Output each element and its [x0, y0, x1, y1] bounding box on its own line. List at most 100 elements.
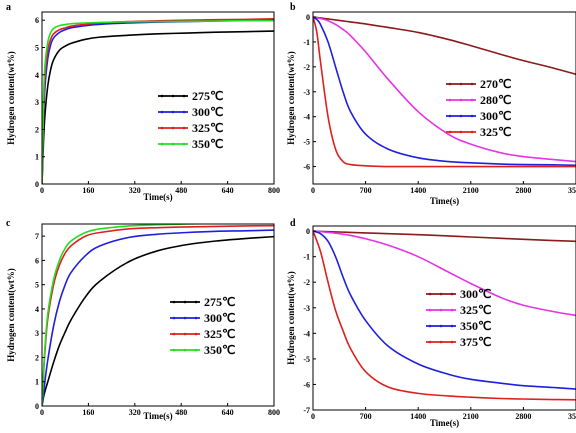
series-line-b-3	[313, 16, 576, 168]
x-axis-label-c: Time(s)	[143, 411, 172, 421]
panel-letter-b: b	[290, 2, 296, 13]
y-tick-label-c-4: 4	[35, 305, 39, 314]
plot-frame-d	[312, 225, 576, 411]
x-tick-label-b-0: 0	[311, 186, 315, 195]
legend-marker-a-0-1	[171, 94, 175, 98]
legend-marker-b-3-2	[470, 130, 474, 134]
x-tick-label-a-3: 480	[175, 186, 187, 195]
legend-label-a-2: 325℃	[192, 121, 223, 135]
legend-label-c-3: 350℃	[204, 343, 235, 357]
legend-marker-d-3-2	[450, 340, 454, 344]
y-tick-label-a-4: 4	[35, 71, 39, 80]
series-line-c-3	[42, 224, 251, 406]
legend-label-d-3: 375℃	[460, 335, 491, 349]
legend-label-b-0: 270℃	[480, 77, 511, 91]
x-tick-label-b-1: 700	[360, 186, 372, 195]
legend-marker-a-0-2	[182, 94, 186, 98]
x-tick-label-a-1: 160	[82, 186, 94, 195]
legend-label-d-1: 325℃	[460, 303, 491, 317]
legend-label-d-0: 300℃	[460, 287, 491, 301]
panel-d: 0 700 1400 2100 2800 3500 0 -1 -2 -3 -4 -5 -6 -7 Time(…	[286, 218, 576, 428]
legend-marker-a-3-1	[171, 142, 175, 146]
y-axis-label-d: Hydrogen content(wt%)	[286, 271, 296, 365]
y-tick-label-d-0: 0	[306, 227, 310, 236]
legend-marker-a-2-2	[182, 126, 186, 130]
legend-label-d-2: 350℃	[460, 319, 491, 333]
legend-marker-c-2-0	[172, 332, 176, 336]
legend-marker-b-0-2	[470, 82, 474, 86]
series-line-c-0	[42, 235, 274, 406]
x-tick-label-a-5: 800	[268, 186, 280, 195]
legend-marker-b-1-1	[459, 98, 463, 102]
legend-marker-a-0-0	[160, 94, 164, 98]
x-tick-label-d-0: 0	[311, 412, 315, 421]
legend-label-b-2: 300℃	[480, 109, 511, 123]
legend-marker-b-1-2	[470, 98, 474, 102]
legend-marker-d-1-2	[450, 308, 454, 312]
legend-label-a-1: 300℃	[192, 105, 223, 119]
x-tick-label-a-2: 320	[129, 186, 141, 195]
y-tick-label-d-4: -4	[303, 329, 310, 338]
series-line-a-1	[42, 19, 274, 184]
plot-frame-c	[41, 223, 275, 407]
y-tick-label-c-3: 3	[35, 329, 39, 338]
legend-marker-c-0-0	[172, 300, 176, 304]
legend-marker-b-2-1	[459, 114, 463, 118]
legend-label-a-3: 350℃	[192, 137, 223, 151]
legend-marker-c-1-1	[183, 316, 187, 320]
y-tick-label-b-0: 0	[306, 13, 310, 22]
panel-c: 0 160 320 480 640 800 0 1 2 3 4 5 6 7 Time(s) Hydrogen …	[6, 218, 280, 421]
y-tick-label-d-7: -7	[303, 406, 310, 415]
panel-letter-c: c	[6, 218, 11, 229]
legend-marker-a-3-0	[160, 142, 164, 146]
y-tick-label-c-6: 6	[35, 256, 39, 265]
legend-marker-d-2-1	[439, 324, 443, 328]
legend-marker-c-0-1	[183, 300, 187, 304]
series-line-a-0	[42, 30, 274, 184]
legend-marker-c-2-2	[194, 332, 198, 336]
legend-marker-d-2-2	[450, 324, 454, 328]
legend-marker-a-2-0	[160, 126, 164, 130]
y-tick-label-d-1: -1	[303, 253, 310, 262]
y-tick-label-d-5: -5	[303, 355, 310, 364]
series-line-d-2	[313, 230, 576, 390]
legend-marker-d-2-0	[428, 324, 432, 328]
x-axis-label-a: Time(s)	[143, 192, 172, 202]
y-axis-label-a: Hydrogen content(wt%)	[6, 51, 16, 145]
y-tick-label-a-5: 5	[35, 43, 39, 52]
y-tick-label-a-0: 0	[35, 180, 39, 189]
series-line-c-2	[42, 224, 274, 406]
panel-a: 0 160 320 480 640 800 0 1 2 3 4 5 6 Time(s) Hydrogen c…	[6, 2, 280, 202]
legend-marker-c-2-1	[183, 332, 187, 336]
x-tick-label-d-4: 2800	[515, 412, 531, 421]
legend-marker-d-0-2	[450, 292, 454, 296]
panel-letter-a: a	[6, 2, 11, 13]
y-tick-label-a-3: 3	[35, 98, 39, 107]
legend-marker-b-0-1	[459, 82, 463, 86]
x-tick-label-c-2: 320	[129, 408, 141, 417]
legend-label-c-2: 325℃	[204, 327, 235, 341]
legend-marker-b-2-0	[448, 114, 452, 118]
x-tick-label-b-2: 1400	[410, 186, 426, 195]
y-tick-label-d-3: -3	[303, 304, 310, 313]
series-line-c-1	[42, 229, 274, 406]
x-tick-label-d-1: 700	[360, 412, 372, 421]
y-tick-label-a-2: 2	[35, 125, 39, 134]
y-tick-label-c-0: 0	[35, 402, 39, 411]
y-tick-label-b-2: -2	[303, 63, 310, 72]
x-axis-label-d: Time(s)	[430, 418, 459, 428]
legend-marker-b-3-1	[459, 130, 463, 134]
x-tick-label-c-4: 640	[222, 408, 234, 417]
legend-label-b-3: 325℃	[480, 125, 511, 139]
series-line-b-2	[313, 16, 576, 167]
legend-marker-b-3-0	[448, 130, 452, 134]
series-line-a-2	[42, 18, 274, 184]
legend-marker-d-3-0	[428, 340, 432, 344]
x-tick-label-b-3: 2100	[463, 186, 479, 195]
legend-marker-c-3-2	[194, 348, 198, 352]
legend-marker-a-1-0	[160, 110, 164, 114]
y-tick-label-d-6: -6	[303, 380, 310, 389]
y-axis-label-c: Hydrogen content(wt%)	[6, 268, 16, 362]
x-tick-label-b-5: 3500	[568, 186, 576, 195]
